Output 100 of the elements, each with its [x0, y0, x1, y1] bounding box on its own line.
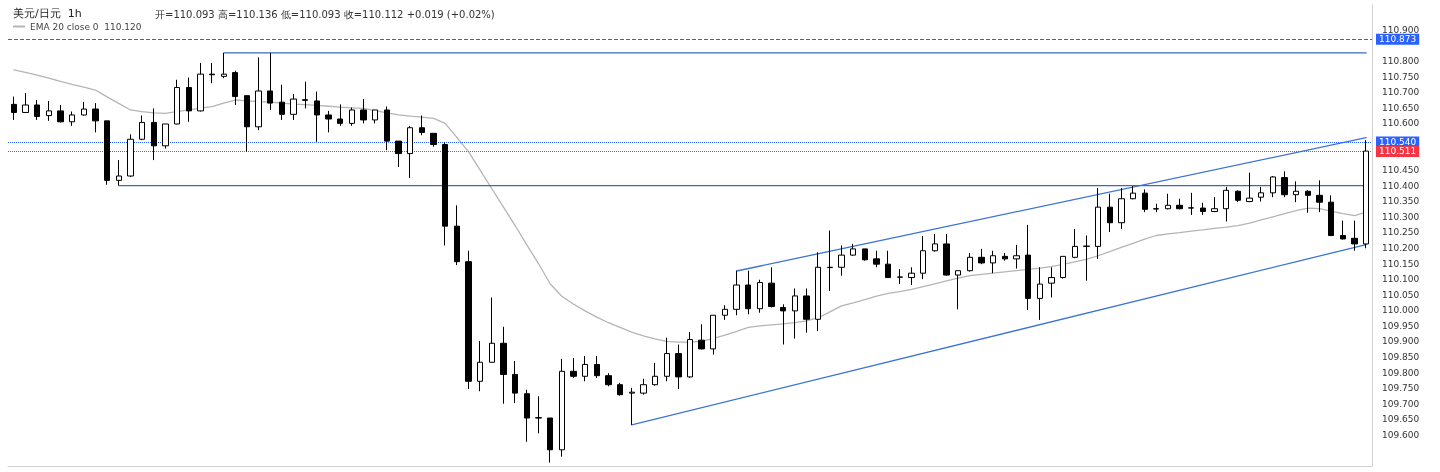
candlestick	[1095, 187, 1101, 260]
candlestick	[908, 266, 915, 286]
candlestick	[465, 250, 472, 390]
candlestick	[1165, 193, 1171, 210]
candlestick	[302, 81, 308, 109]
candlestick	[955, 270, 961, 310]
candlestick	[652, 362, 658, 387]
candlestick	[337, 103, 343, 127]
candlestick	[885, 250, 891, 279]
y-tick-label: 110.600	[1382, 118, 1420, 129]
y-tick-label: 109.900	[1382, 336, 1420, 347]
y-tick-label: 109.750	[1382, 383, 1420, 394]
candlestick	[11, 96, 17, 121]
candlestick	[1013, 244, 1020, 270]
candlestick	[244, 95, 250, 153]
candlestick	[897, 268, 903, 285]
candlestick	[920, 235, 926, 280]
candlestick	[1328, 194, 1334, 237]
candlestick	[792, 287, 798, 340]
candlestick	[873, 250, 880, 268]
y-tick-label: 110.100	[1382, 274, 1420, 285]
candlestick	[1200, 202, 1206, 216]
candlestick	[454, 204, 460, 266]
candlestick	[570, 357, 577, 379]
candlestick	[838, 244, 845, 277]
candlestick	[1072, 228, 1078, 259]
y-tick-label: 110.350	[1382, 196, 1420, 207]
candlestick	[46, 100, 52, 122]
candlestick	[1153, 203, 1159, 213]
y-tick-label: 110.050	[1382, 289, 1420, 300]
candlestick	[675, 344, 682, 390]
y-tick-label: 109.700	[1382, 398, 1420, 409]
y-tick-label: 110.800	[1382, 56, 1420, 67]
candlestick	[535, 395, 542, 434]
y-tick-label: 109.600	[1382, 429, 1420, 440]
candlestick	[1363, 139, 1369, 249]
candlestick	[1246, 172, 1253, 203]
y-tick-label: 110.700	[1382, 87, 1420, 98]
candlestick	[1002, 252, 1008, 262]
ref-line-label: 110.873	[1379, 34, 1417, 45]
y-tick-label: 110.000	[1382, 305, 1420, 316]
candlestick	[943, 233, 950, 277]
candlestick	[232, 70, 238, 106]
candlestick	[349, 106, 355, 127]
candlestick	[745, 270, 751, 315]
candlestick	[221, 52, 227, 79]
candlestick	[1223, 186, 1229, 222]
candlestick	[151, 107, 157, 161]
chart-subtitle: 开=110.093 高=110.136 低=110.093 收=110.112 +0.019 (+0.02%)	[155, 8, 495, 20]
candlestick	[768, 266, 775, 308]
y-tick-label: 110.150	[1382, 258, 1420, 269]
y-tick-label: 110.450	[1382, 165, 1420, 176]
candlestick	[92, 102, 99, 133]
candlestick	[524, 389, 530, 443]
candlestick	[990, 250, 996, 274]
y-tick-label: 110.300	[1382, 211, 1420, 222]
candlestick	[395, 140, 402, 168]
candlestick	[104, 120, 110, 186]
ref-line-label: 110.540	[1379, 137, 1417, 148]
candlestick	[733, 270, 740, 316]
candlestick	[1235, 189, 1241, 203]
candlestick	[1211, 196, 1218, 213]
candlestick	[1025, 224, 1031, 311]
candlestick	[1048, 266, 1055, 298]
y-tick-label: 109.950	[1382, 320, 1420, 331]
candlestick	[605, 372, 612, 387]
candlestick	[197, 62, 204, 113]
candlestick	[186, 77, 192, 123]
candlestick	[827, 230, 833, 292]
candlestick	[850, 243, 856, 257]
candlestick	[477, 340, 483, 392]
candlestick	[384, 106, 390, 151]
y-tick-label: 110.650	[1382, 102, 1420, 113]
candlestick	[967, 252, 973, 273]
candlestick	[1118, 187, 1125, 230]
candlestick	[360, 98, 367, 124]
candlestick	[617, 382, 623, 397]
y-tick-label: 109.650	[1382, 414, 1420, 425]
ref-line-label: 110.511	[1379, 146, 1417, 157]
candlestick	[174, 79, 180, 125]
candlestick	[1293, 180, 1299, 203]
candlestick	[209, 62, 215, 84]
y-tick-label: 110.200	[1382, 242, 1420, 253]
candlestick	[22, 92, 29, 113]
candlestick	[1351, 220, 1358, 252]
candlestick	[267, 52, 273, 111]
candlestick	[594, 355, 600, 379]
candlestick	[1176, 198, 1183, 210]
candlestick	[127, 133, 134, 178]
candlestick	[710, 314, 716, 355]
candlestick	[325, 110, 332, 133]
candlestick	[512, 360, 518, 404]
candlestick	[687, 331, 693, 379]
candlestick	[162, 123, 169, 150]
candlestick	[430, 132, 437, 148]
y-tick-label: 109.850	[1382, 351, 1420, 362]
candlestick	[372, 109, 378, 124]
candlestick	[664, 337, 670, 382]
candlestick	[489, 296, 495, 363]
legend-label: EMA 20 close 0 110.120	[30, 21, 142, 32]
